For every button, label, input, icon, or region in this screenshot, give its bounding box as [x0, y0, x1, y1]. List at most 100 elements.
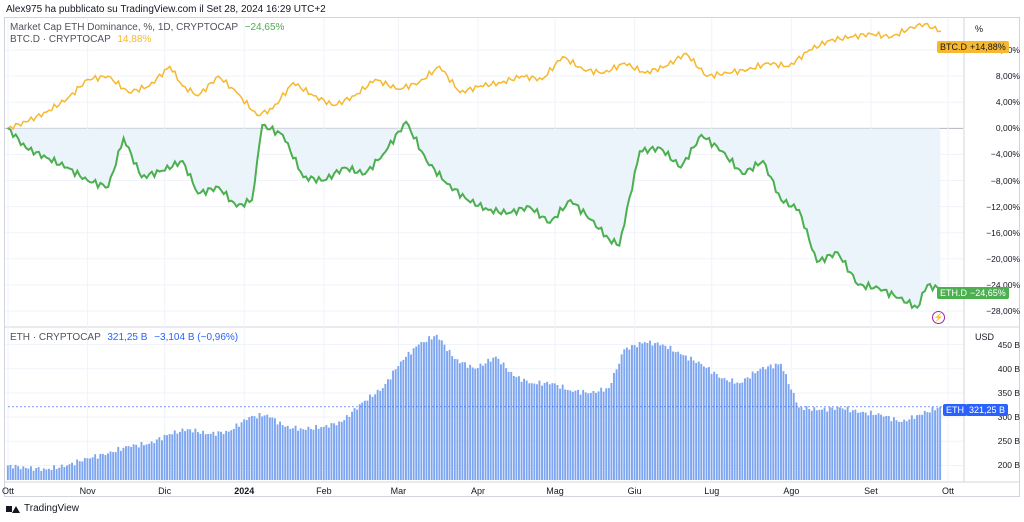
eth-market-cap-bar	[474, 368, 477, 480]
eth-market-cap-bar	[446, 351, 448, 480]
eth-market-cap-bar	[821, 409, 823, 480]
eth-dominance-point	[700, 134, 703, 136]
footer-brand[interactable]: TradingView	[6, 503, 79, 514]
eth-market-cap-bar	[918, 414, 921, 480]
eth-market-cap-bar	[895, 420, 898, 480]
x-tick-label: Ott	[941, 486, 955, 496]
eth-market-cap-bar	[510, 371, 513, 480]
eth-market-cap-bar	[826, 411, 829, 480]
eth-market-cap-bar	[777, 364, 780, 480]
eth-market-cap-bar	[571, 391, 574, 480]
eth-market-cap-bar	[81, 461, 84, 480]
eth-dominance-point	[528, 205, 531, 208]
eth-market-cap-bar	[66, 465, 68, 480]
eth-market-cap-bar	[815, 410, 818, 480]
eth-market-cap-bar	[68, 464, 71, 480]
eth-dominance-point	[425, 160, 428, 162]
eth-market-cap-bar	[792, 393, 795, 480]
eth-market-cap-bar	[754, 373, 757, 480]
eth-dominance-point	[302, 176, 305, 179]
btc-dominance-point	[808, 49, 811, 51]
eth-market-cap-bar	[756, 371, 759, 480]
eth-market-cap-bar	[83, 458, 86, 480]
eth-market-cap-bar	[702, 366, 705, 480]
eth-market-cap-bar	[548, 384, 551, 480]
eth-market-cap-bar	[310, 428, 312, 480]
eth-market-cap-bar	[176, 433, 179, 480]
eth-market-cap-bar	[325, 425, 328, 480]
eth-dominance-point	[680, 166, 682, 169]
eth-market-cap-bar	[679, 354, 682, 480]
top-y-tick-label: −28,00%	[986, 305, 1020, 316]
eth-market-cap-bar	[443, 344, 446, 480]
eth-market-cap-bar	[628, 349, 631, 480]
eth-market-cap-bar	[76, 459, 79, 480]
eth-market-cap-bar	[35, 468, 38, 480]
eth-market-cap-bar	[212, 431, 215, 480]
eth-market-cap-bar	[787, 384, 790, 480]
eth-market-cap-bar	[145, 444, 148, 480]
eth-market-cap-bar	[641, 343, 644, 480]
eth-market-cap-bar	[744, 378, 746, 480]
btc-dominance-legend[interactable]: BTC.D · CRYPTOCAP 14,88%	[10, 34, 151, 46]
eth-market-cap-bar	[553, 383, 556, 480]
eth-market-cap-bar	[271, 417, 274, 480]
eth-market-cap-bar	[343, 420, 346, 480]
eth-market-cap-bar	[538, 380, 541, 480]
eth-market-cap-bar	[528, 383, 531, 480]
eth-market-cap-bar	[107, 453, 109, 480]
eth-dominance-point	[549, 222, 551, 224]
lightning-icon[interactable]: ⚡	[932, 311, 945, 324]
eth-market-cap-bar	[155, 439, 158, 480]
eth-market-cap-bar	[340, 421, 343, 480]
eth-market-cap-bar	[384, 383, 387, 480]
eth-market-cap-bar	[597, 391, 600, 480]
eth-market-cap-bar	[582, 389, 585, 480]
footer-brand-label: TradingView	[24, 503, 80, 514]
btc-dominance-point	[438, 65, 441, 68]
eth-market-cap-bar	[279, 421, 281, 480]
eth-market-cap-bar	[607, 388, 610, 480]
eth-market-cap-bar	[818, 409, 821, 480]
eth-market-cap-bar	[22, 466, 25, 480]
btc-dominance-point	[217, 75, 220, 77]
eth-market-cap-bar	[523, 378, 525, 480]
btc-dominance-point	[664, 65, 667, 68]
btc-dominance-point	[397, 88, 400, 91]
eth-market-cap-bar	[746, 377, 749, 480]
eth-market-cap-bar	[713, 371, 716, 480]
eth-market-cap-bar	[489, 361, 492, 480]
eth-market-cap-bar	[762, 367, 764, 480]
x-tick-label: Giu	[627, 486, 642, 496]
eth-market-cap-bar	[407, 351, 410, 480]
eth-market-cap-bar	[664, 345, 667, 480]
eth-market-cap-bar	[833, 409, 836, 480]
eth-dominance-legend[interactable]: Market Cap ETH Dominance, %, 1D, CRYPTOC…	[10, 22, 284, 34]
eth-market-cap-bar	[877, 413, 880, 480]
eth-market-cap-bar	[759, 368, 762, 480]
eth-market-cap-bar	[456, 359, 459, 480]
eth-market-cap-bar	[127, 446, 130, 480]
eth-market-cap-bar	[625, 347, 628, 480]
eth-price-legend[interactable]: ETH · CRYPTOCAP 321,25 B −3,104 B (−0,96…	[10, 332, 238, 344]
eth-market-cap-bar	[222, 434, 225, 480]
eth-market-cap-bar	[541, 385, 543, 480]
bottom-y-tick-label: 350 B	[997, 387, 1020, 398]
eth-market-cap-bar	[361, 402, 364, 480]
eth-market-cap-bar	[674, 352, 677, 480]
eth-dominance-point	[251, 199, 253, 201]
eth-market-cap-bar	[928, 412, 931, 480]
eth-market-cap-bar	[322, 426, 325, 480]
eth-market-cap-bar	[566, 389, 569, 480]
eth-market-cap-bar	[690, 356, 692, 480]
eth-market-cap-bar	[281, 425, 284, 480]
eth-market-cap-bar	[492, 357, 495, 480]
eth-market-cap-bar	[60, 464, 63, 480]
eth-dominance-point	[161, 169, 163, 172]
eth-dominance-point	[721, 150, 723, 152]
eth-market-cap-bar	[731, 378, 734, 480]
eth-market-cap-bar	[430, 339, 433, 480]
eth-market-cap-bar	[464, 362, 466, 480]
eth-market-cap-bar	[423, 342, 425, 480]
btc-dominance-point	[107, 75, 109, 77]
